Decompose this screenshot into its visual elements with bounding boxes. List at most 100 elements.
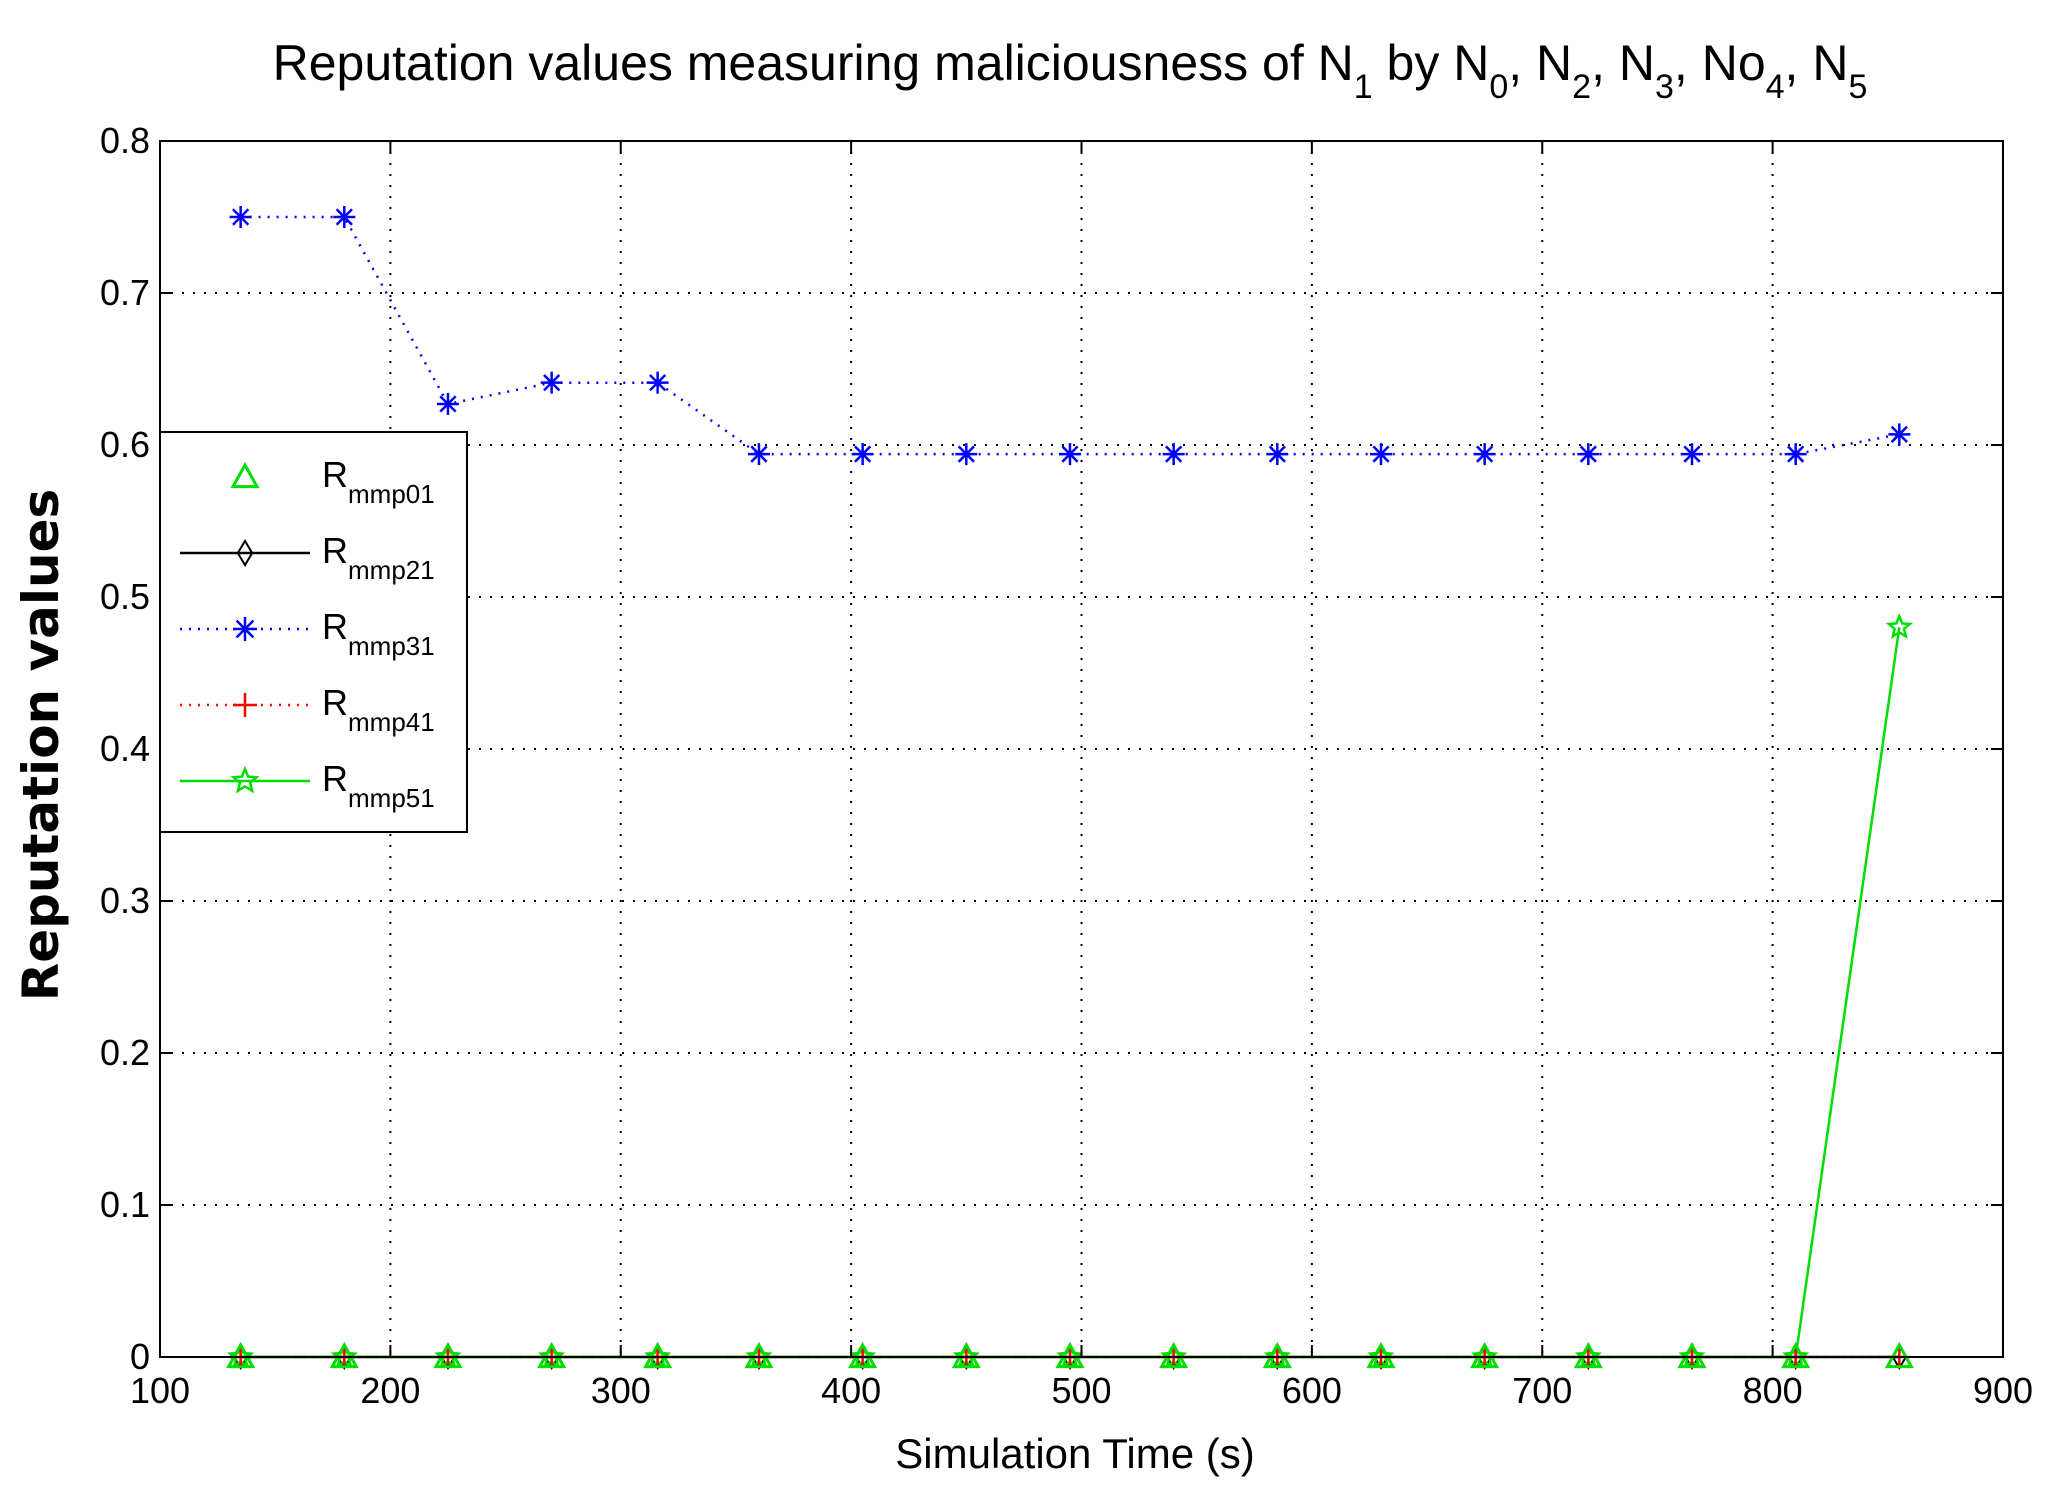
- title-sub: 3: [1655, 68, 1674, 106]
- y-tick-label: 0.8: [100, 120, 150, 161]
- series-layer: [226, 206, 1914, 1370]
- legend-label-main: R: [322, 758, 348, 799]
- marker-shape: [1470, 1341, 1500, 1369]
- title-sub: 5: [1848, 68, 1867, 106]
- title-part: by N: [1373, 35, 1490, 91]
- data-point-asterisk: [955, 443, 978, 466]
- marker-stroke: [543, 374, 561, 392]
- series-line-Rmmp31: [240, 215, 1900, 456]
- marker-shape: [1677, 1341, 1707, 1369]
- title-part: , N: [1508, 35, 1572, 91]
- marker-shape: [329, 1341, 359, 1369]
- marker-shape: [1884, 1341, 1914, 1369]
- title-sub: 0: [1489, 68, 1508, 106]
- legend-label-sub: mmp51: [348, 783, 435, 813]
- x-tick-label: 700: [1512, 1370, 1572, 1411]
- data-point-asterisk: [1473, 443, 1496, 466]
- y-tick-label: 0.2: [100, 1032, 150, 1073]
- data-point-triangle: [1573, 1341, 1603, 1369]
- data-point-asterisk: [436, 392, 459, 415]
- title-part: Reputation values measuring maliciousnes…: [273, 35, 1354, 91]
- x-tick-label: 400: [821, 1370, 881, 1411]
- title-part: , No: [1674, 35, 1766, 91]
- data-point-triangle: [1366, 1341, 1396, 1369]
- title-sub: 1: [1354, 68, 1373, 106]
- title-sub: 4: [1766, 68, 1785, 106]
- marker-shape: [951, 1341, 981, 1369]
- legend-label-sub: mmp31: [348, 631, 435, 661]
- data-point-triangle: [230, 461, 260, 489]
- y-tick-label: 0.4: [100, 728, 150, 769]
- marker-stroke: [957, 445, 975, 463]
- y-tick-label: 0.1: [100, 1184, 150, 1225]
- y-tick-label: 0.3: [100, 880, 150, 921]
- x-tick-label: 800: [1743, 1370, 1803, 1411]
- data-point-asterisk: [1369, 443, 1392, 466]
- data-point-asterisk: [1784, 443, 1807, 466]
- data-point-triangle: [1055, 1341, 1085, 1369]
- legend-item-Rmmp21: Rmmp21: [180, 530, 435, 585]
- marker-stroke: [235, 619, 255, 639]
- legend-label-main: R: [322, 606, 348, 647]
- y-tick-label: 0: [130, 1336, 150, 1377]
- x-tick-label: 500: [1051, 1370, 1111, 1411]
- marker-stroke: [854, 445, 872, 463]
- marker-shape: [1366, 1341, 1396, 1369]
- marker-shape: [1055, 1341, 1085, 1369]
- legend-label: Rmmp21: [322, 530, 435, 585]
- data-point-triangle: [537, 1341, 567, 1369]
- y-tick-label: 0.7: [100, 272, 150, 313]
- y-tick-label: 0.6: [100, 424, 150, 465]
- legend-label: Rmmp31: [322, 606, 435, 661]
- marker-shape: [226, 1341, 256, 1369]
- data-point-triangle: [1884, 1341, 1914, 1369]
- grid-lines: [160, 141, 2003, 1357]
- data-point-asterisk: [540, 371, 563, 394]
- legend-item-Rmmp41: Rmmp41: [180, 682, 435, 737]
- data-point-triangle: [951, 1341, 981, 1369]
- legend-item-Rmmp31: Rmmp31: [180, 606, 435, 661]
- data-point-triangle: [1470, 1341, 1500, 1369]
- marker-shape: [848, 1341, 878, 1369]
- marker-shape: [1159, 1341, 1189, 1369]
- marker-shape: [1262, 1341, 1292, 1369]
- marker-shape: [230, 765, 260, 794]
- data-point-asterisk: [851, 443, 874, 466]
- marker-shape: [230, 461, 260, 489]
- chart-title: Reputation values measuring maliciousnes…: [273, 35, 1868, 106]
- marker-shape: [643, 1341, 673, 1369]
- marker-shape: [1781, 1341, 1811, 1369]
- data-point-asterisk: [747, 443, 770, 466]
- legend-label: Rmmp51: [322, 758, 435, 813]
- data-point-asterisk: [1058, 443, 1081, 466]
- marker-shape: [744, 1341, 774, 1369]
- marker-stroke: [1372, 445, 1390, 463]
- legend-label-main: R: [322, 530, 348, 571]
- marker-shape: [1573, 1341, 1603, 1369]
- data-point-star: [230, 765, 260, 794]
- y-axis-label: Reputation values: [12, 489, 70, 1002]
- data-point-asterisk: [229, 206, 252, 228]
- data-point-asterisk: [1266, 443, 1289, 466]
- title-sub: 2: [1572, 68, 1591, 106]
- data-point-triangle: [1781, 1341, 1811, 1369]
- data-point-triangle: [1159, 1341, 1189, 1369]
- legend-label-sub: mmp01: [348, 479, 435, 509]
- marker-stroke: [750, 445, 768, 463]
- data-point-triangle: [643, 1341, 673, 1369]
- legend-box: [159, 431, 468, 833]
- marker-shape: [537, 1341, 567, 1369]
- marker-stroke: [232, 208, 250, 226]
- legend-label-sub: mmp41: [348, 707, 435, 737]
- marker-shape: [1885, 613, 1913, 639]
- marker-stroke: [439, 395, 457, 413]
- y-tick-label: 0.5: [100, 576, 150, 617]
- axis-ticks: 100 200 300 400 500 600 700 800 900 0 0.1 0.2 0.3 0.4…: [100, 120, 2033, 1411]
- data-point-triangle: [433, 1341, 463, 1369]
- marker-stroke: [1061, 445, 1079, 463]
- data-point-asterisk: [333, 206, 356, 228]
- legend-item-Rmmp51: Rmmp51: [180, 758, 435, 813]
- legend-label-main: R: [322, 682, 348, 723]
